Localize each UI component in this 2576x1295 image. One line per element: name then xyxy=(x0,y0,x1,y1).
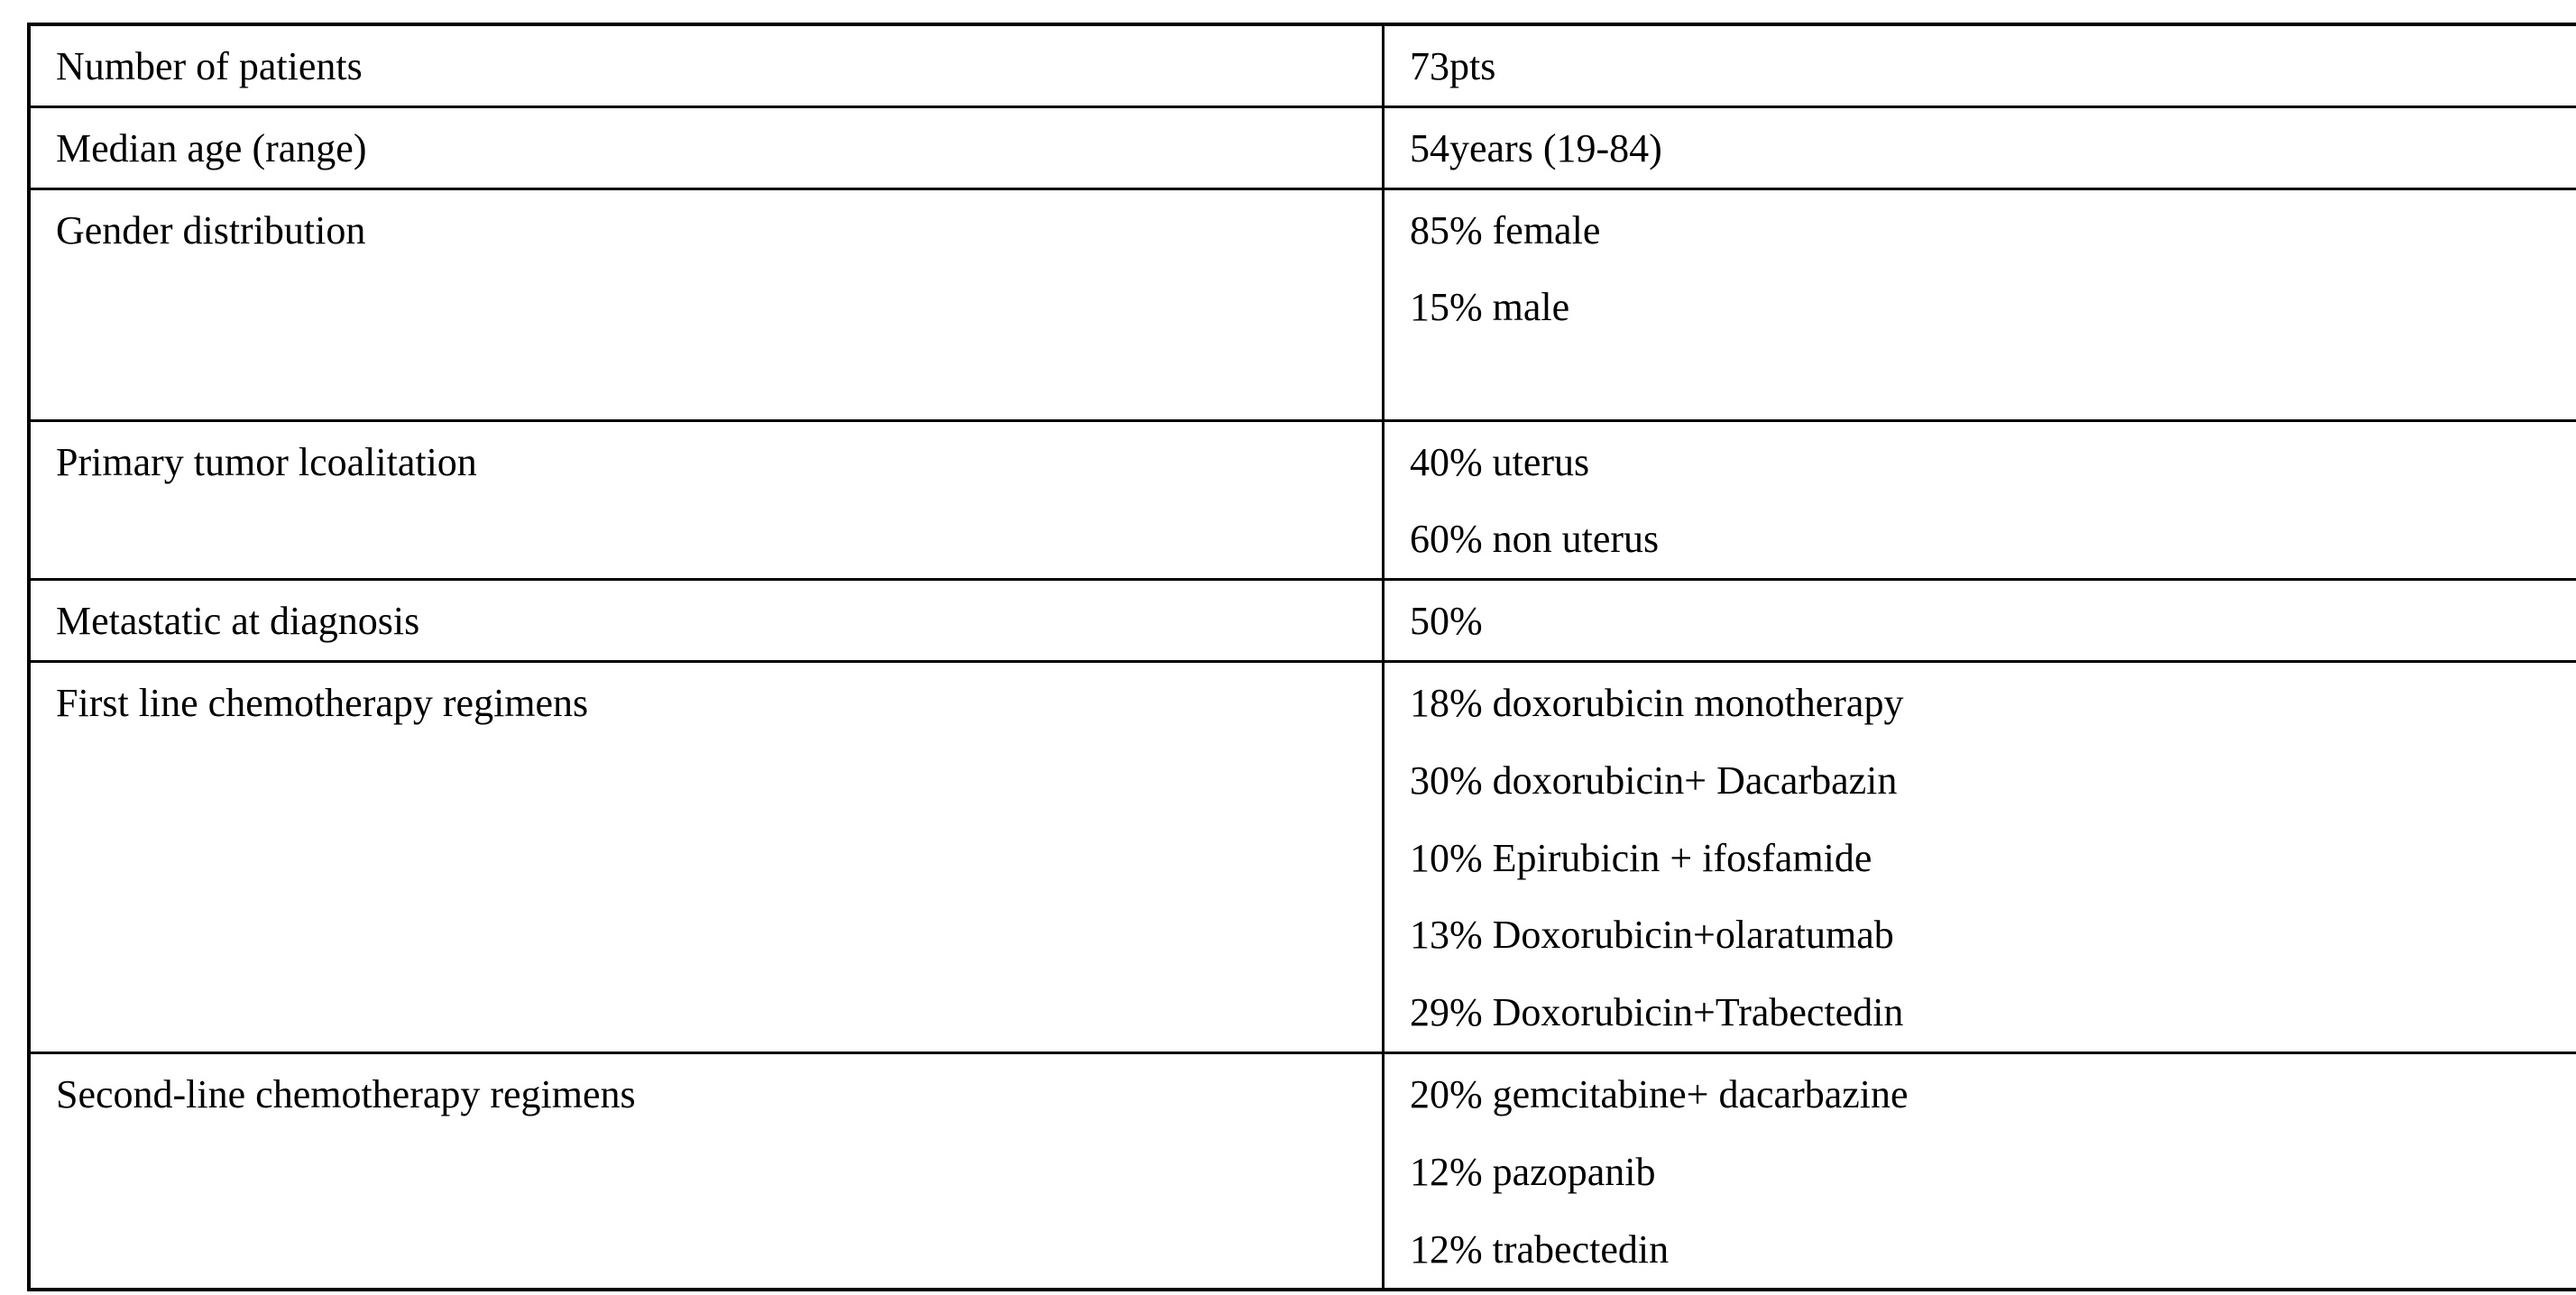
value-line: 73pts xyxy=(1410,44,1496,88)
patient-characteristics-table: Number of patients 73pts Median age (range… xyxy=(27,23,2576,1292)
row-label-cell: Gender distribution xyxy=(27,187,1385,422)
row-value-cell: 18% doxorubicin monotherapy 30% doxorubic… xyxy=(1382,659,2576,1054)
value-line: 12% trabectedin xyxy=(1410,1226,1670,1272)
value-line: 20% gemcitabine+ dacarbazine xyxy=(1410,1071,1909,1116)
value-line: 12% pazopanib xyxy=(1410,1149,1656,1194)
table-container: Number of patients 73pts Median age (range… xyxy=(27,23,2576,1292)
value-line: 15% male xyxy=(1410,285,1570,330)
table-row: Primary tumor lcoalitation 40% uterus 60% … xyxy=(27,418,2576,582)
value-line: 29% Doxorubicin+Trabectedin xyxy=(1410,990,1904,1035)
value-line: 85% female xyxy=(1410,207,1601,253)
row-value-cell: 20% gemcitabine+ dacarbazine 12% pazopani… xyxy=(1382,1051,2576,1291)
value-line: 18% doxorubicin monotherapy xyxy=(1410,680,1904,725)
table-body: Number of patients 73pts Median age (range… xyxy=(27,23,2576,1291)
table-row: First line chemotherapy regimens 18% doxo… xyxy=(27,659,2576,1054)
row-value-cell: 85% female 15% male xyxy=(1382,187,2576,422)
value-line: 54years (19-84) xyxy=(1410,125,1662,170)
row-value-cell: 54years (19-84) xyxy=(1382,105,2576,190)
table-row: Metastatic at diagnosis 50% xyxy=(27,578,2576,663)
value-line: 30% doxorubicin+ Dacarbazin xyxy=(1410,758,1898,803)
value-line: 10% Epirubicin + ifosfamide xyxy=(1410,835,1872,880)
row-value-cell: 40% uterus 60% non uterus xyxy=(1382,418,2576,582)
value-line: 50% xyxy=(1410,599,1483,644)
row-label-cell: Median age (range) xyxy=(27,105,1385,190)
value-line: 40% uterus xyxy=(1410,439,1590,484)
row-label-cell: Primary tumor lcoalitation xyxy=(27,418,1385,582)
row-label-cell: First line chemotherapy regimens xyxy=(27,659,1385,1054)
row-label-cell: Number of patients xyxy=(27,23,1385,108)
table-row: Number of patients 73pts xyxy=(27,23,2576,108)
table-row: Median age (range) 54years (19-84) xyxy=(27,105,2576,190)
table-row: Second-line chemotherapy regimens 20% gem… xyxy=(27,1051,2576,1291)
row-label-cell: Second-line chemotherapy regimens xyxy=(27,1051,1385,1291)
table-row: Gender distribution 85% female 15% male xyxy=(27,187,2576,422)
value-line: 13% Doxorubicin+olaratumab xyxy=(1410,913,1894,958)
value-line: 60% non uterus xyxy=(1410,517,1660,562)
row-value-cell: 50% xyxy=(1382,578,2576,663)
row-label-cell: Metastatic at diagnosis xyxy=(27,578,1385,663)
row-value-cell: 73pts xyxy=(1382,23,2576,108)
